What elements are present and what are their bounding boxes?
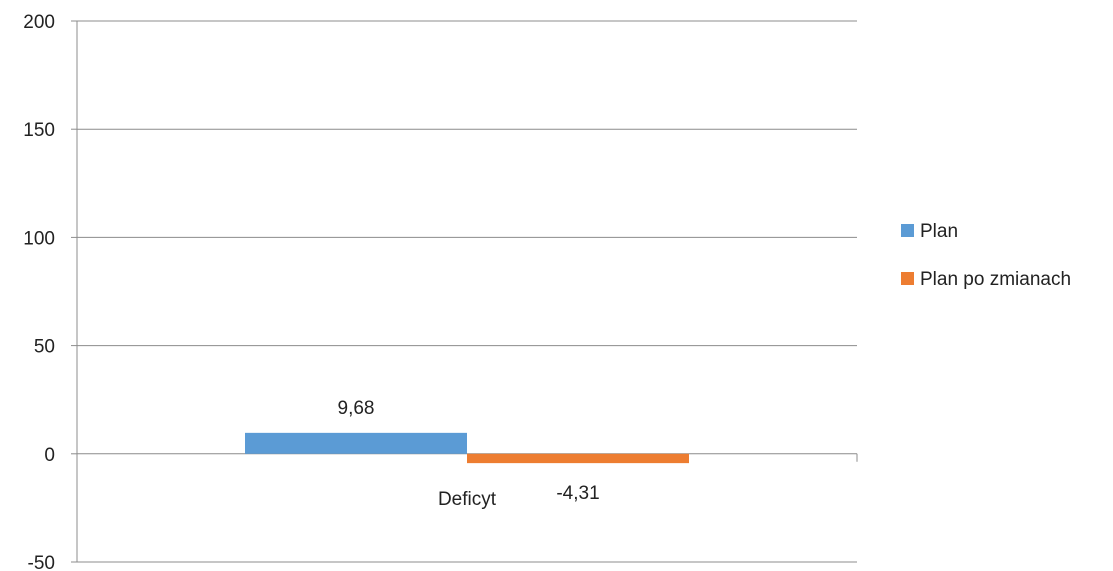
y-tick-label: 150 — [23, 120, 55, 141]
bar-plan — [245, 432, 467, 454]
bar-plan-po-zmianach — [467, 453, 689, 464]
y-axis-ticks: 200 150 100 50 0 -50 — [23, 12, 858, 571]
y-tick-label: 100 — [23, 228, 55, 249]
y-tick-label: 50 — [34, 337, 55, 358]
y-tick-label: -50 — [28, 553, 55, 571]
data-label-plan-po-zmianach: -4,31 — [556, 483, 599, 504]
legend: Plan Plan po zmianach — [901, 221, 1071, 290]
legend-label-plan: Plan — [920, 221, 958, 242]
gridlines — [77, 20, 857, 563]
category-label: Deficyt — [438, 489, 497, 510]
legend-swatch-plan — [901, 224, 914, 237]
bars — [245, 432, 689, 464]
data-labels: 9,68 -4,31 — [338, 398, 600, 504]
y-tick-label: 0 — [44, 445, 55, 466]
legend-label-plan-po-zmianach: Plan po zmianach — [920, 269, 1071, 290]
legend-swatch-plan-po-zmianach — [901, 272, 914, 285]
data-label-plan: 9,68 — [338, 398, 375, 419]
y-tick-label: 200 — [23, 12, 55, 33]
